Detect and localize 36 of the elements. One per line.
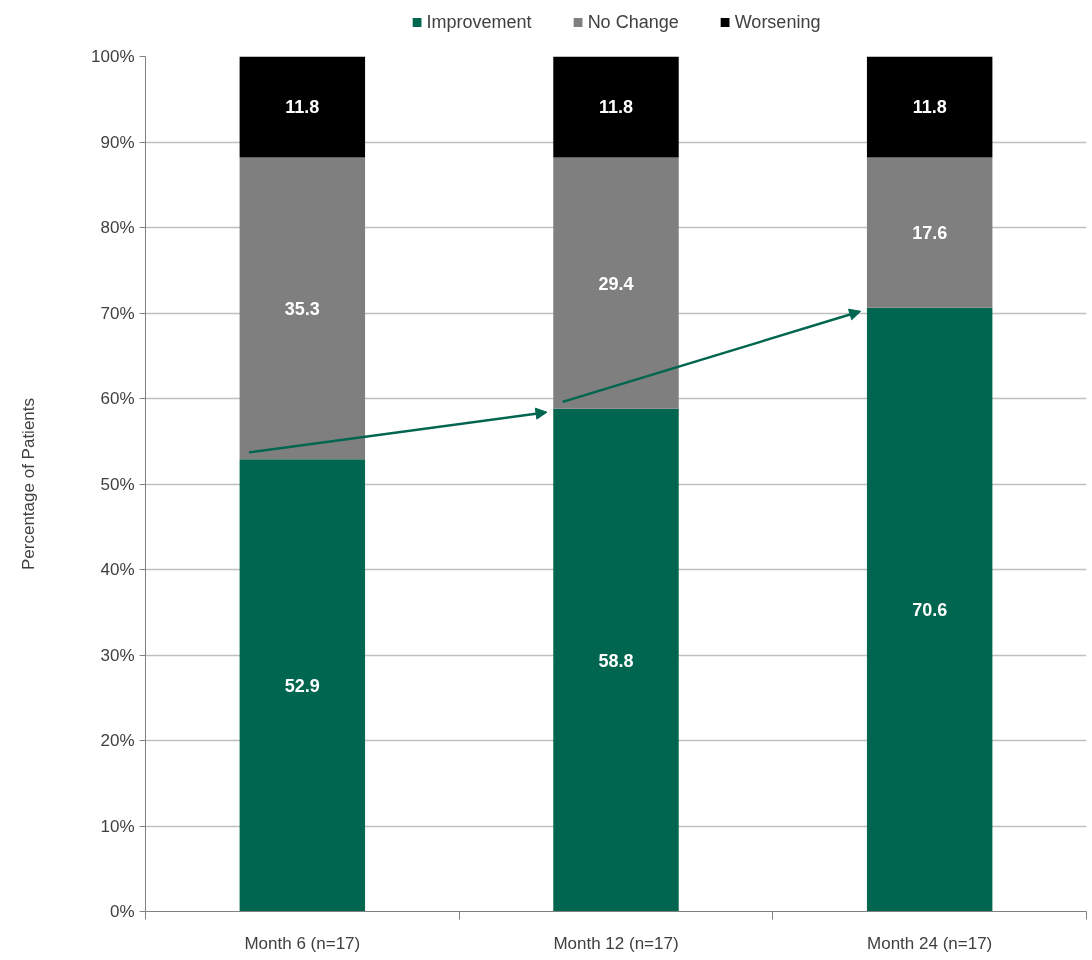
bar (553, 408, 679, 912)
bar (866, 56, 993, 158)
data-label: 58.8 (598, 650, 634, 671)
data-label: 11.8 (285, 97, 320, 118)
y-tick-label: 100% (91, 47, 135, 66)
y-axis-title: Percentage of Patients (19, 397, 39, 570)
y-tick-label: 90% (100, 132, 135, 152)
y-tick-label: 70% (100, 303, 135, 323)
data-label: 35.3 (284, 298, 320, 319)
y-tick-label: 50% (100, 474, 135, 494)
bar (866, 157, 993, 308)
bar (239, 56, 366, 158)
y-tick-label: 60% (100, 389, 135, 408)
y-tick-label: 0% (109, 902, 135, 921)
bar (553, 56, 679, 158)
x-tick-label: Month 12 (n=17) (553, 933, 679, 953)
legend-label: No Change (587, 11, 679, 33)
bar (239, 157, 366, 460)
bar (866, 307, 993, 912)
y-tick-label: 30% (100, 645, 135, 665)
bar (553, 157, 679, 409)
data-label: 17.6 (912, 223, 948, 244)
x-tick-label: Month 24 (n=17) (867, 933, 993, 953)
data-label: 11.8 (912, 97, 947, 118)
data-label: 29.4 (598, 273, 634, 294)
y-tick-label: 20% (100, 731, 135, 750)
data-label: 11.8 (598, 97, 634, 118)
bar (239, 459, 366, 912)
data-label: 52.9 (284, 675, 320, 696)
legend-label: Worsening (734, 11, 821, 33)
legend-label: Improvement (426, 11, 532, 33)
y-tick-label: 10% (100, 816, 135, 836)
y-tick-label: 80% (100, 218, 135, 237)
y-tick-label: 40% (100, 560, 135, 579)
x-tick-label: Month 6 (n=17) (244, 933, 361, 953)
data-label: 70.6 (912, 600, 948, 621)
